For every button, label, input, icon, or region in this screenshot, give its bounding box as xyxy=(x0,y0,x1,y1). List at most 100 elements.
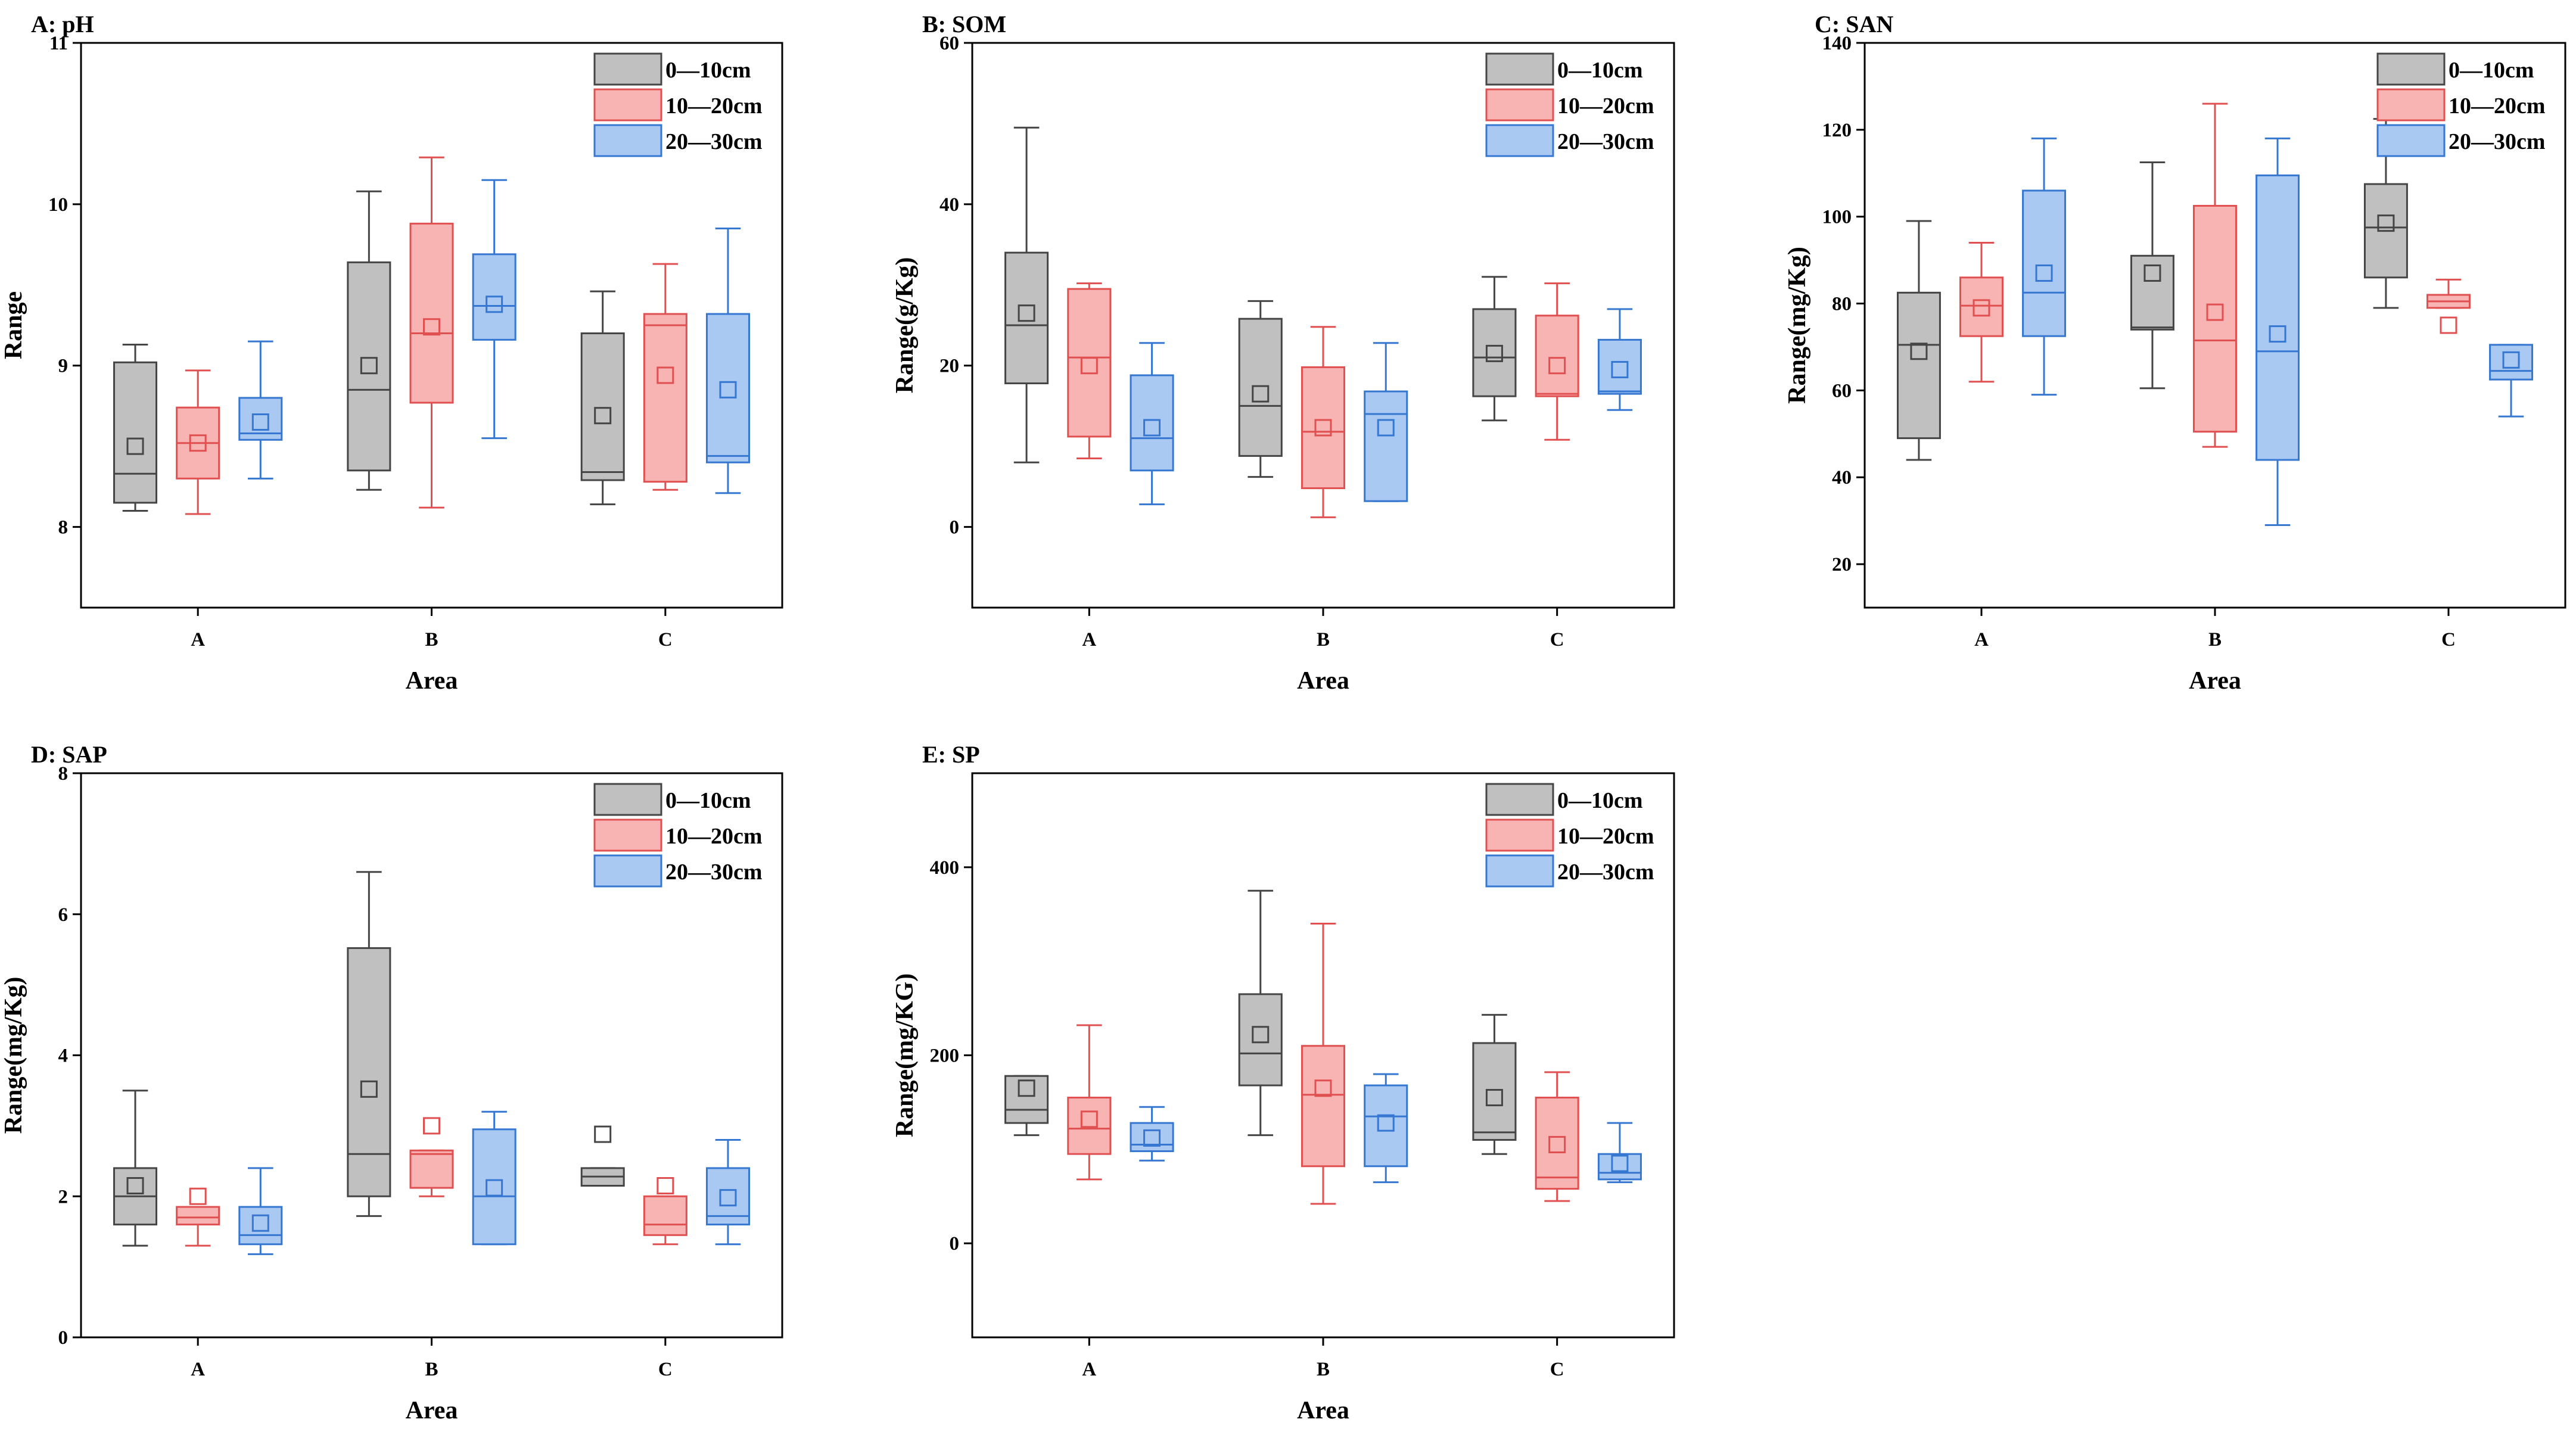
mean-marker xyxy=(1018,304,1035,322)
mean-marker xyxy=(1080,1110,1098,1128)
x-tick-label: A xyxy=(1082,629,1096,651)
mean-marker xyxy=(251,413,269,431)
box-iqr xyxy=(1067,288,1112,438)
mean-marker xyxy=(1143,1129,1161,1147)
y-axis-title: Range(mg/Kg) xyxy=(0,977,27,1134)
mean-marker xyxy=(251,1214,269,1232)
box-a-series-2 xyxy=(1067,282,1112,459)
box-iqr xyxy=(2489,344,2534,381)
box-iqr xyxy=(1364,1084,1408,1168)
mean-marker xyxy=(189,1187,207,1205)
box-b-series-1 xyxy=(1238,300,1283,478)
mean-marker xyxy=(423,1117,440,1135)
legend-swatch xyxy=(593,854,662,888)
box-a-series-2 xyxy=(1959,241,2003,383)
x-tick-label: B xyxy=(425,629,438,651)
y-tick-label: 80 xyxy=(1832,294,1852,315)
legend-label: 20—30cm xyxy=(665,129,763,154)
legend-label: 10—20cm xyxy=(665,94,763,119)
mean-marker xyxy=(1485,1089,1503,1107)
legend-label: 0—10cm xyxy=(665,788,751,813)
box-iqr xyxy=(1535,315,1579,397)
mean-marker xyxy=(2440,316,2457,334)
mean-marker xyxy=(486,295,503,313)
legend-swatch xyxy=(1485,783,1554,816)
box-c-series-2 xyxy=(643,263,687,491)
mean-marker xyxy=(1252,1026,1270,1044)
legend-label: 0—10cm xyxy=(1557,58,1643,83)
legend-swatch xyxy=(593,818,662,852)
legend-swatch xyxy=(593,783,662,816)
box-c-series-1 xyxy=(1472,1014,1517,1155)
x-tick-label: B xyxy=(1317,1359,1330,1380)
legend: 0—10cm 10—20cm 20—30cm xyxy=(593,783,763,888)
y-axis-title: Range(g/Kg) xyxy=(891,257,919,394)
box-a-series-3 xyxy=(238,1167,283,1255)
box-c-series-1 xyxy=(1472,276,1517,422)
mean-marker xyxy=(1377,1114,1395,1132)
box-b-series-1 xyxy=(1238,889,1283,1137)
legend-swatch xyxy=(1485,52,1554,86)
x-tick-label: C xyxy=(658,1359,673,1380)
legend-label: 0—10cm xyxy=(1557,788,1643,813)
box-iqr xyxy=(1301,1045,1346,1168)
x-tick-label: B xyxy=(1317,629,1330,651)
x-axis-title: Area xyxy=(406,1397,458,1424)
chart-panel-a: A: pH 8 9 10 11 Range Area A B C 0—10cm 10—20cm 20—3… xyxy=(0,11,783,695)
mean-marker xyxy=(2377,214,2395,232)
y-tick-label: 4 xyxy=(58,1045,69,1067)
mean-marker xyxy=(594,407,612,425)
y-tick-label: 20 xyxy=(1832,554,1852,575)
mean-marker xyxy=(1485,344,1503,362)
box-iqr xyxy=(705,313,750,463)
mean-marker xyxy=(1314,1079,1332,1097)
y-tick-label: 100 xyxy=(1822,207,1852,228)
mean-marker xyxy=(1018,1079,1035,1097)
legend-label: 20—30cm xyxy=(1557,860,1654,885)
x-tick-label: A xyxy=(191,629,205,651)
y-tick-label: 0 xyxy=(950,517,960,539)
mean-marker xyxy=(2502,351,2520,369)
mean-marker xyxy=(1080,357,1098,375)
y-tick-label: 60 xyxy=(939,33,959,54)
legend-label: 20—30cm xyxy=(1557,129,1654,154)
mean-marker xyxy=(1548,1135,1566,1153)
box-a-series-3 xyxy=(2022,137,2067,396)
box-iqr xyxy=(1004,1075,1049,1124)
box-b-series-2 xyxy=(1301,326,1346,518)
mean-marker xyxy=(2143,264,2161,282)
legend-label: 0—10cm xyxy=(665,58,751,83)
legend-label: 10—20cm xyxy=(1557,824,1654,849)
legend-label: 10—20cm xyxy=(665,824,763,849)
y-tick-label: 8 xyxy=(58,517,69,539)
box-iqr xyxy=(409,1149,454,1189)
y-tick-label: 200 xyxy=(930,1045,960,1067)
x-axis-title: Area xyxy=(406,667,458,695)
legend-label: 20—30cm xyxy=(2449,129,2546,154)
box-b-series-1 xyxy=(347,871,391,1217)
box-iqr xyxy=(176,1206,220,1226)
x-tick-label: C xyxy=(1550,1359,1564,1380)
mean-marker xyxy=(1143,419,1161,437)
box-b-series-3 xyxy=(2255,137,2300,526)
legend-swatch xyxy=(1485,88,1554,122)
y-axis-title: Range(mg/Kg) xyxy=(1784,247,1811,404)
y-tick-label: 400 xyxy=(930,857,960,879)
mean-marker xyxy=(1377,419,1395,437)
y-tick-label: 140 xyxy=(1822,33,1852,54)
chart-panel-e: E: SP 0 200 400 Range(mg/KG) Area A B C 0—10cm 10—… xyxy=(891,741,1675,1424)
box-c-series-3 xyxy=(1597,1122,1642,1184)
y-tick-label: 9 xyxy=(58,356,69,377)
legend-label: 0—10cm xyxy=(2449,58,2534,83)
box-c-series-2 xyxy=(1535,282,1579,441)
box-iqr xyxy=(113,361,158,504)
mean-marker xyxy=(360,1080,378,1098)
mean-marker xyxy=(1548,357,1566,375)
box-a-series-1 xyxy=(1004,126,1049,463)
panel-title: E: SP xyxy=(922,741,980,768)
box-iqr xyxy=(643,313,687,483)
box-b-series-2 xyxy=(2193,102,2237,448)
mean-marker xyxy=(2206,303,2224,321)
mean-marker xyxy=(657,366,674,384)
